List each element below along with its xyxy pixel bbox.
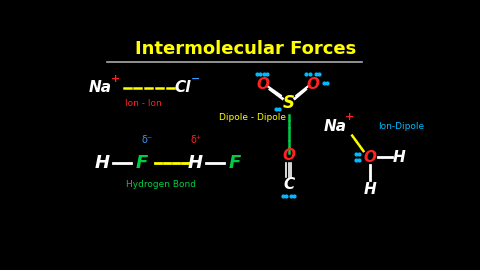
Text: H: H <box>393 150 406 165</box>
Text: +: + <box>345 112 354 122</box>
Text: O: O <box>363 150 376 165</box>
Text: C: C <box>283 177 294 192</box>
Text: δ⁺: δ⁺ <box>190 135 201 145</box>
Text: Ion - Ion: Ion - Ion <box>125 99 162 108</box>
Text: F: F <box>136 154 148 172</box>
Text: H: H <box>364 182 376 197</box>
Text: −: − <box>191 74 200 84</box>
Text: Na: Na <box>324 119 347 134</box>
Text: Ion-Dipole: Ion-Dipole <box>378 122 424 131</box>
Text: F: F <box>229 154 241 172</box>
Text: +: + <box>111 74 120 84</box>
Text: Dipole - Dipole: Dipole - Dipole <box>219 113 286 122</box>
Text: O: O <box>306 77 319 92</box>
Text: H: H <box>188 154 203 172</box>
Text: Cl: Cl <box>174 80 191 95</box>
Text: S: S <box>283 94 295 112</box>
Text: O: O <box>256 77 270 92</box>
Text: H: H <box>95 154 110 172</box>
Text: O: O <box>282 148 295 163</box>
Text: Intermolecular Forces: Intermolecular Forces <box>135 40 357 58</box>
Text: δ⁻: δ⁻ <box>141 135 152 145</box>
Text: Na: Na <box>89 80 112 95</box>
Text: Hydrogen Bond: Hydrogen Bond <box>126 180 196 189</box>
